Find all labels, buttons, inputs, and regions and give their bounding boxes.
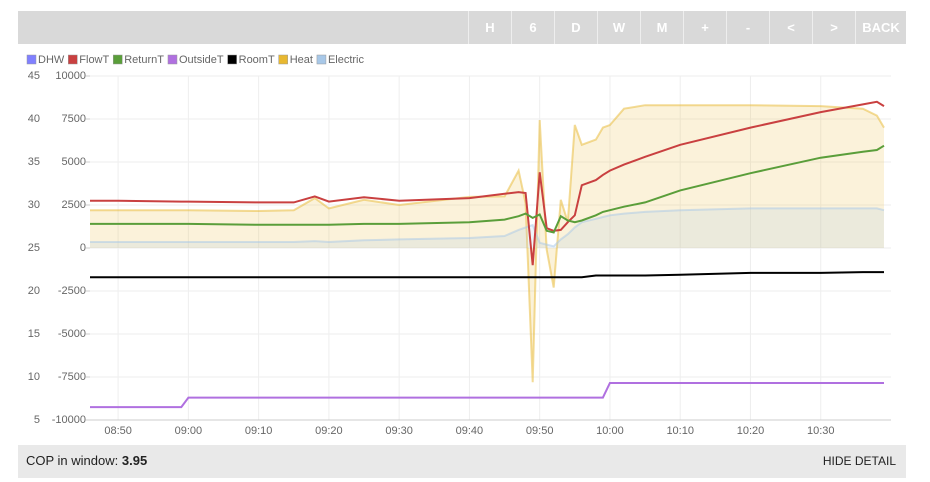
toolbar-button[interactable]: D — [554, 11, 597, 44]
x-tick-label: 09:40 — [456, 425, 484, 437]
legend-swatch — [112, 54, 123, 65]
line — [90, 100, 885, 266]
y2-tick-label: -10000 — [52, 414, 86, 426]
y2-tick-label: 5000 — [62, 156, 86, 168]
legend-item[interactable]: ReturnT — [112, 54, 164, 66]
area-edge — [90, 104, 885, 383]
y2-tick-label: -7500 — [58, 371, 86, 383]
x-tick-label: 10:10 — [666, 425, 694, 437]
footer: COP in window: 3.95 HIDE DETAIL — [18, 445, 906, 478]
toolbar-button[interactable]: > — [812, 11, 855, 44]
toolbar-button[interactable]: 6 — [511, 11, 554, 44]
legend-swatch — [227, 54, 237, 65]
y2-tick-label: 0 — [80, 242, 86, 254]
y-tick-label: 10 — [28, 371, 40, 383]
y-tick-label: 40 — [28, 113, 40, 125]
toolbar-button[interactable]: < — [769, 11, 812, 44]
legend-item[interactable]: FlowT — [68, 54, 110, 66]
y-tick-label: 15 — [28, 328, 40, 340]
cop-label: COP in window: — [26, 453, 119, 468]
line — [90, 144, 885, 234]
legend-item[interactable]: OutsideT — [167, 54, 224, 66]
x-tick-label: 09:50 — [526, 425, 554, 437]
x-tick-label: 10:20 — [737, 425, 765, 437]
toolbar-button[interactable]: BACK — [855, 11, 906, 44]
area — [90, 105, 884, 383]
x-tick-label: 09:30 — [385, 425, 413, 437]
y-tick-label: 35 — [28, 156, 40, 168]
x-tick-label: 10:30 — [807, 425, 835, 437]
y2-tick-label: -2500 — [58, 285, 86, 297]
y2-tick-label: 10000 — [55, 70, 86, 82]
legend-item[interactable]: RoomT — [227, 54, 275, 66]
x-tick-label: 08:50 — [104, 425, 132, 437]
legend-label: DHW — [38, 54, 65, 66]
hide-detail-button[interactable]: HIDE DETAIL — [822, 454, 896, 468]
y2-tick-label: -5000 — [58, 328, 86, 340]
legend-label: ReturnT — [124, 54, 164, 66]
line — [90, 382, 884, 409]
cop-value: 3.95 — [121, 453, 148, 468]
chart-panel: 5 10 15 20 25 30 35 40 45 -10000 -7500 -5000 -2500 0 2… — [18, 44, 906, 444]
legend-swatch — [26, 54, 37, 65]
legend-label: Heat — [290, 54, 313, 66]
y-tick-label: 45 — [28, 70, 40, 82]
chart: 5 10 15 20 25 30 35 40 45 -10000 -7500 -5000 -2500 0 2… — [26, 54, 891, 437]
legend-swatch — [278, 54, 288, 65]
area-edge — [90, 207, 885, 248]
toolbar-button[interactable]: M — [640, 11, 683, 44]
toolbar-button[interactable]: W — [597, 11, 640, 44]
legend-swatch — [316, 54, 327, 65]
line — [90, 271, 884, 279]
x-tick-label: 09:00 — [175, 425, 203, 437]
legend-swatch — [167, 54, 178, 65]
legend-label: RoomT — [239, 54, 275, 66]
y-tick-label: 5 — [34, 414, 40, 426]
y2-tick-label: 7500 — [62, 113, 86, 125]
legend-label: FlowT — [79, 54, 109, 66]
y-tick-label: 20 — [28, 285, 40, 297]
legend-label: Electric — [328, 54, 365, 66]
y-tick-label: 25 — [28, 242, 40, 254]
area — [90, 208, 884, 248]
legend-item[interactable]: DHW — [26, 54, 65, 66]
toolbar-button[interactable]: H — [468, 11, 511, 44]
y-tick-label: 30 — [28, 199, 40, 211]
cop: COP in window: 3.95 — [26, 453, 147, 468]
legend-swatch — [68, 54, 78, 65]
legend-item[interactable]: Heat — [278, 54, 313, 66]
legend-item[interactable]: Electric — [316, 54, 365, 66]
toolbar-button[interactable]: - — [726, 11, 769, 44]
y2-tick-label: 2500 — [62, 199, 86, 211]
toolbar: H 6 D W M + - < > BACK — [18, 11, 906, 44]
x-tick-label: 09:10 — [245, 425, 273, 437]
toolbar-button[interactable]: + — [683, 11, 726, 44]
legend-label: OutsideT — [179, 54, 224, 66]
x-tick-label: 10:00 — [596, 425, 624, 437]
x-tick-label: 09:20 — [315, 425, 343, 437]
